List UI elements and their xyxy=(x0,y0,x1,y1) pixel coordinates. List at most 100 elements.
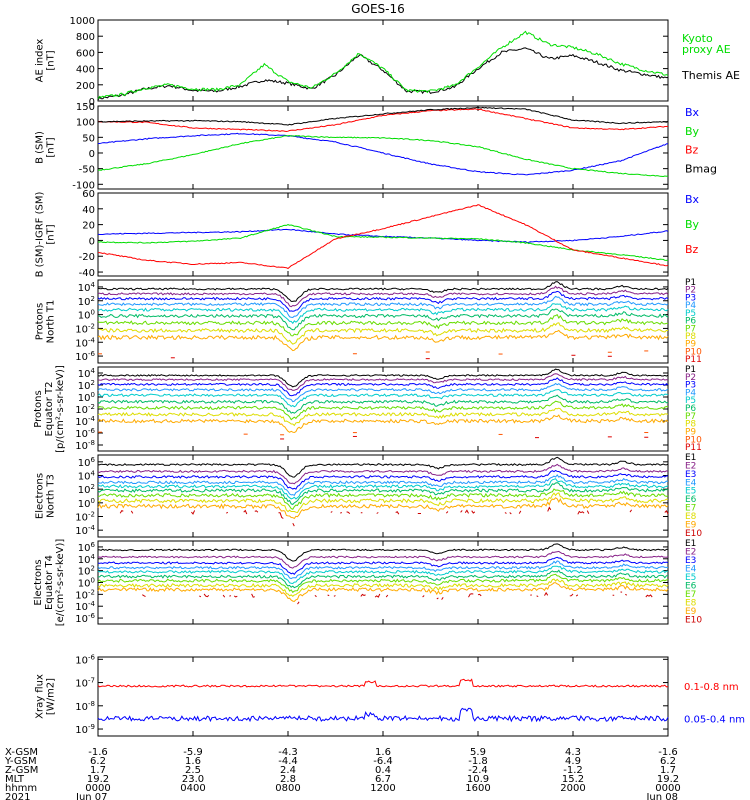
y-tick-label: 10-4 xyxy=(75,524,95,537)
legend-label: P8 xyxy=(685,420,696,430)
time-cell: Jun 08 xyxy=(645,792,678,800)
panel-frame xyxy=(97,540,669,625)
y-tick-label: 0 xyxy=(89,149,95,160)
series-P10 xyxy=(98,350,649,355)
y-tick-label: 50 xyxy=(82,133,95,144)
time-cell: -4.4 xyxy=(278,756,298,767)
legend-label: P4 xyxy=(685,301,696,311)
y-axis-label: [W/m2] xyxy=(46,678,57,715)
legend-label: P7 xyxy=(685,412,696,422)
y-tick-label: 102 xyxy=(78,295,95,308)
series-P6 xyxy=(97,308,669,331)
y-tick-label: 20 xyxy=(82,221,95,232)
legend-label: P6 xyxy=(685,317,696,327)
legend-label: E5 xyxy=(685,573,696,583)
series-P8 xyxy=(97,407,669,427)
time-row-label: MLT xyxy=(5,774,25,785)
series-Bmag xyxy=(98,106,669,126)
y-tick-label: 100 xyxy=(78,309,95,322)
series-P7 xyxy=(97,400,669,421)
panel-frame xyxy=(97,105,669,190)
legend-label: P3 xyxy=(685,293,696,303)
legend-label: proxy AE xyxy=(682,43,731,56)
time-cell: 4.9 xyxy=(565,756,581,767)
series-P3 xyxy=(97,377,669,397)
legend-label: E9 xyxy=(685,607,697,617)
y-tick-label: 10-6 xyxy=(75,612,95,625)
series-Bx xyxy=(97,228,669,244)
panel-xray_flux: 10-6 10-7 10-8 10-9 Xray flux [W/m2] 0.1-0.8 n… xyxy=(35,653,745,737)
legend-label: Bmag xyxy=(685,162,717,175)
series-E2 xyxy=(97,463,669,485)
legend-label: P5 xyxy=(685,396,696,406)
legend-label: E1 xyxy=(685,453,696,463)
series-By xyxy=(98,224,669,261)
series-E6 xyxy=(97,482,668,505)
series-E1 xyxy=(97,543,669,562)
legend-label: P11 xyxy=(685,443,702,453)
y-tick-label: 10-4 xyxy=(75,336,95,349)
legend-label: P2 xyxy=(685,373,696,383)
y-tick-label: 100 xyxy=(78,497,95,510)
time-cell: 0800 xyxy=(275,783,300,794)
series-E8 xyxy=(97,492,669,514)
legend-label: E8 xyxy=(685,599,697,609)
y-axis-label: Protons xyxy=(35,303,46,340)
y-tick-label: 0 xyxy=(89,236,95,247)
legend-label: E10 xyxy=(685,616,702,626)
time-cell: 1.7 xyxy=(660,765,676,776)
y-tick-label: 40 xyxy=(82,205,95,216)
panel-b_minus_igrf: 60 40 20 0 -20 -40 B (SM)-IGRF (SM) [nT] Bx By Bz xyxy=(35,189,700,279)
y-tick-label: 10-4 xyxy=(75,600,95,613)
legend-label: E3 xyxy=(685,470,696,480)
time-row-label: Z-GSM xyxy=(5,765,38,776)
time-cell: 0400 xyxy=(180,783,205,794)
series-E10 xyxy=(119,506,669,527)
y-tick-label: 10-2 xyxy=(75,322,95,335)
time-cell: -1.8 xyxy=(468,756,488,767)
panel-ae_index: 1000 800 600 400 200 0 AE index [nT] Themis AE Ky… xyxy=(35,16,740,108)
legend-label: P1 xyxy=(685,365,696,375)
y-tick-label: 10-4 xyxy=(75,415,95,428)
y-tick-label: 600 xyxy=(76,48,95,59)
y-axis-label: Equator T4 xyxy=(44,555,55,610)
legend-label: E2 xyxy=(685,548,696,558)
series-P5 xyxy=(97,388,669,408)
legend-label: E5 xyxy=(685,487,696,497)
time-row-label: 2021 xyxy=(5,792,30,800)
y-tick-label: 10-8 xyxy=(75,439,95,452)
y-tick-label: 10-2 xyxy=(75,588,95,601)
legend-label: P9 xyxy=(685,427,696,437)
legend-label: P10 xyxy=(685,435,702,445)
series-E1 xyxy=(97,456,669,478)
series-0-1-0-8-nm xyxy=(97,678,669,688)
y-tick-label: 400 xyxy=(76,65,95,76)
legend-label: E3 xyxy=(685,556,696,566)
time-cell: 2.5 xyxy=(185,765,201,776)
series-0-05-0-4-nm xyxy=(97,707,669,723)
time-cell: -1.6 xyxy=(88,747,108,758)
time-cell: 1.6 xyxy=(185,756,201,767)
y-tick-label: 10-6 xyxy=(75,427,95,440)
legend-label: E10 xyxy=(685,529,702,539)
y-tick-label: 100 xyxy=(78,391,95,404)
time-cell: 1600 xyxy=(465,783,490,794)
series-P4 xyxy=(97,382,669,403)
y-axis-label: North T3 xyxy=(46,474,57,518)
legend: 0.1-0.8 nm 0.05-0.4 nm xyxy=(684,682,745,726)
legend-label: P7 xyxy=(685,324,696,334)
plot-title: GOES-16 xyxy=(351,2,405,16)
y-axis-label: [nT] xyxy=(46,224,57,244)
legend-label: P10 xyxy=(685,347,702,357)
series-E6 xyxy=(98,569,668,589)
time-cell: 10.9 xyxy=(467,774,489,785)
time-cell: 1.7 xyxy=(90,765,106,776)
y-axis-label: Protons xyxy=(33,390,44,427)
time-cell: Jun 07 xyxy=(75,792,108,800)
